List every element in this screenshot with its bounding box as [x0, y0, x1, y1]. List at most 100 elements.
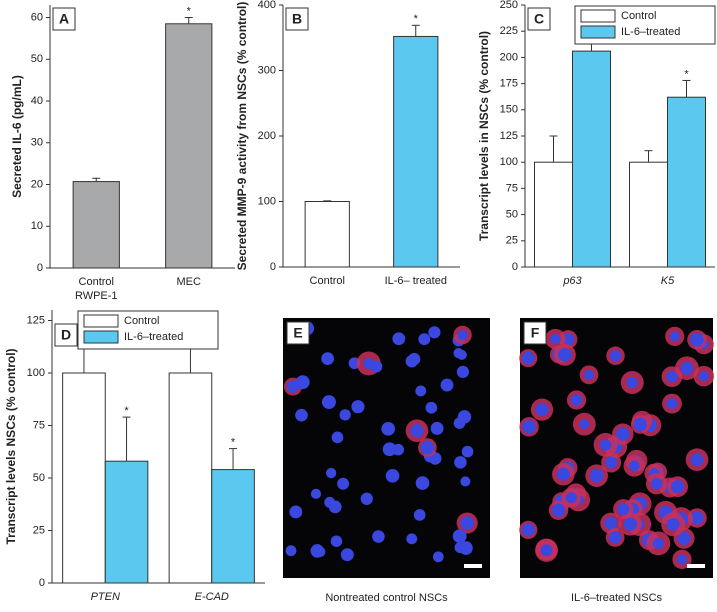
cell-nucleus: [330, 535, 343, 547]
cell-nucleus: [351, 400, 365, 414]
panel-label-box: [286, 321, 310, 345]
y-tick-label: 100: [27, 367, 45, 379]
cell-nucleus: [460, 476, 471, 487]
y-tick-label: 20: [31, 178, 43, 190]
cell-nucleus: [289, 505, 303, 519]
cell-nucleus: [337, 477, 350, 490]
cell-nucleus: [604, 516, 618, 530]
cell-nucleus: [452, 529, 467, 544]
cell-nucleus: [425, 401, 438, 414]
y-tick-label: 75: [33, 419, 45, 431]
legend-label: Control: [124, 315, 159, 327]
y-tick-label: 400: [258, 0, 276, 11]
y-tick-label: 10: [31, 220, 43, 232]
bar: [165, 23, 213, 269]
bar: [667, 96, 706, 268]
panel-label-box: [54, 323, 78, 347]
cell-nucleus: [415, 385, 427, 397]
cell-nucleus: [521, 351, 535, 365]
cell-nucleus: [617, 503, 630, 516]
y-tick-label: 200: [258, 130, 276, 142]
y-tick-label: 150: [500, 104, 518, 116]
cell-nucleus: [295, 408, 308, 422]
cell-nucleus: [540, 544, 553, 557]
cell-nucleus: [325, 467, 337, 479]
legend-label: IL-6–treated: [621, 26, 680, 38]
y-tick-label: 125: [500, 130, 518, 142]
image-caption: Nontreated control NSCs: [325, 592, 448, 604]
legend-swatch: [83, 314, 119, 328]
cell-nucleus: [285, 545, 297, 557]
x-tick-label: PTEN: [91, 591, 120, 603]
y-axis-label: Transcript levels NSCs (% control): [4, 348, 18, 544]
panel-label-box: [285, 7, 309, 31]
panel-label-box: [523, 321, 547, 345]
panel-label: C: [534, 11, 544, 27]
legend-label: Control: [621, 10, 656, 22]
cell-nucleus: [339, 409, 351, 421]
y-tick-label: 250: [500, 0, 518, 11]
cell-nucleus: [690, 511, 704, 525]
bar: [534, 161, 573, 268]
cell-nucleus: [583, 369, 595, 380]
bar: [62, 372, 106, 584]
cell-nucleus: [616, 427, 630, 441]
bar: [304, 201, 350, 268]
cell-nucleus: [558, 348, 572, 362]
y-tick-label: 0: [39, 577, 45, 589]
y-tick-label: 50: [33, 472, 45, 484]
cell-nucleus: [626, 376, 638, 389]
y-tick-label: 25: [506, 235, 518, 247]
y-tick-label: 0: [37, 262, 43, 274]
cell-nucleus: [609, 350, 622, 362]
cell-nucleus: [385, 469, 400, 483]
cell-nucleus: [324, 496, 336, 508]
cell-nucleus: [570, 394, 583, 406]
cell-nucleus: [420, 440, 435, 455]
y-tick-label: 100: [258, 195, 276, 207]
panel-label: E: [293, 325, 302, 341]
legend-swatch: [83, 330, 119, 344]
cell-nucleus: [666, 370, 678, 383]
cell-nucleus: [440, 378, 454, 392]
cell-nucleus: [454, 456, 467, 469]
significance: *: [187, 5, 192, 17]
significance: *: [414, 13, 419, 25]
panel-label: A: [59, 11, 69, 27]
cell-nucleus: [406, 533, 418, 545]
significance: *: [124, 405, 129, 417]
cell-nucleus: [457, 329, 468, 341]
cell-nucleus: [430, 421, 444, 435]
cell-nucleus: [381, 422, 395, 436]
legend-swatch: [580, 9, 616, 23]
bar: [72, 181, 120, 269]
cell-nucleus: [671, 480, 685, 494]
cell-nucleus: [331, 431, 344, 444]
cell-nucleus: [535, 403, 549, 417]
cell-nucleus: [650, 478, 663, 490]
bar: [104, 460, 149, 584]
cell-nucleus: [460, 516, 475, 530]
y-tick-label: 25: [33, 524, 45, 536]
cell-nucleus: [370, 360, 383, 373]
cell-nucleus: [669, 331, 680, 342]
cell-nucleus: [522, 420, 536, 434]
y-tick-label: 60: [31, 11, 43, 23]
y-axis-label: Secreted MMP-9 activity from NSCs (% con…: [235, 2, 249, 271]
cell-nucleus: [677, 531, 691, 546]
cell-nucleus: [599, 439, 612, 451]
group-label: RWPE-1: [75, 290, 118, 302]
cell-nucleus: [521, 523, 535, 537]
bar: [168, 372, 213, 584]
cell-nucleus: [698, 371, 709, 382]
panel-label-box: [527, 7, 551, 31]
x-tick-label: Control: [310, 275, 345, 287]
cell-nucleus: [410, 424, 424, 438]
cell-nucleus: [556, 467, 570, 481]
bar: [211, 469, 255, 584]
cell-nucleus: [382, 442, 397, 457]
cell-nucleus: [680, 361, 694, 375]
cell-nucleus: [310, 488, 322, 499]
cell-nucleus: [428, 326, 441, 339]
